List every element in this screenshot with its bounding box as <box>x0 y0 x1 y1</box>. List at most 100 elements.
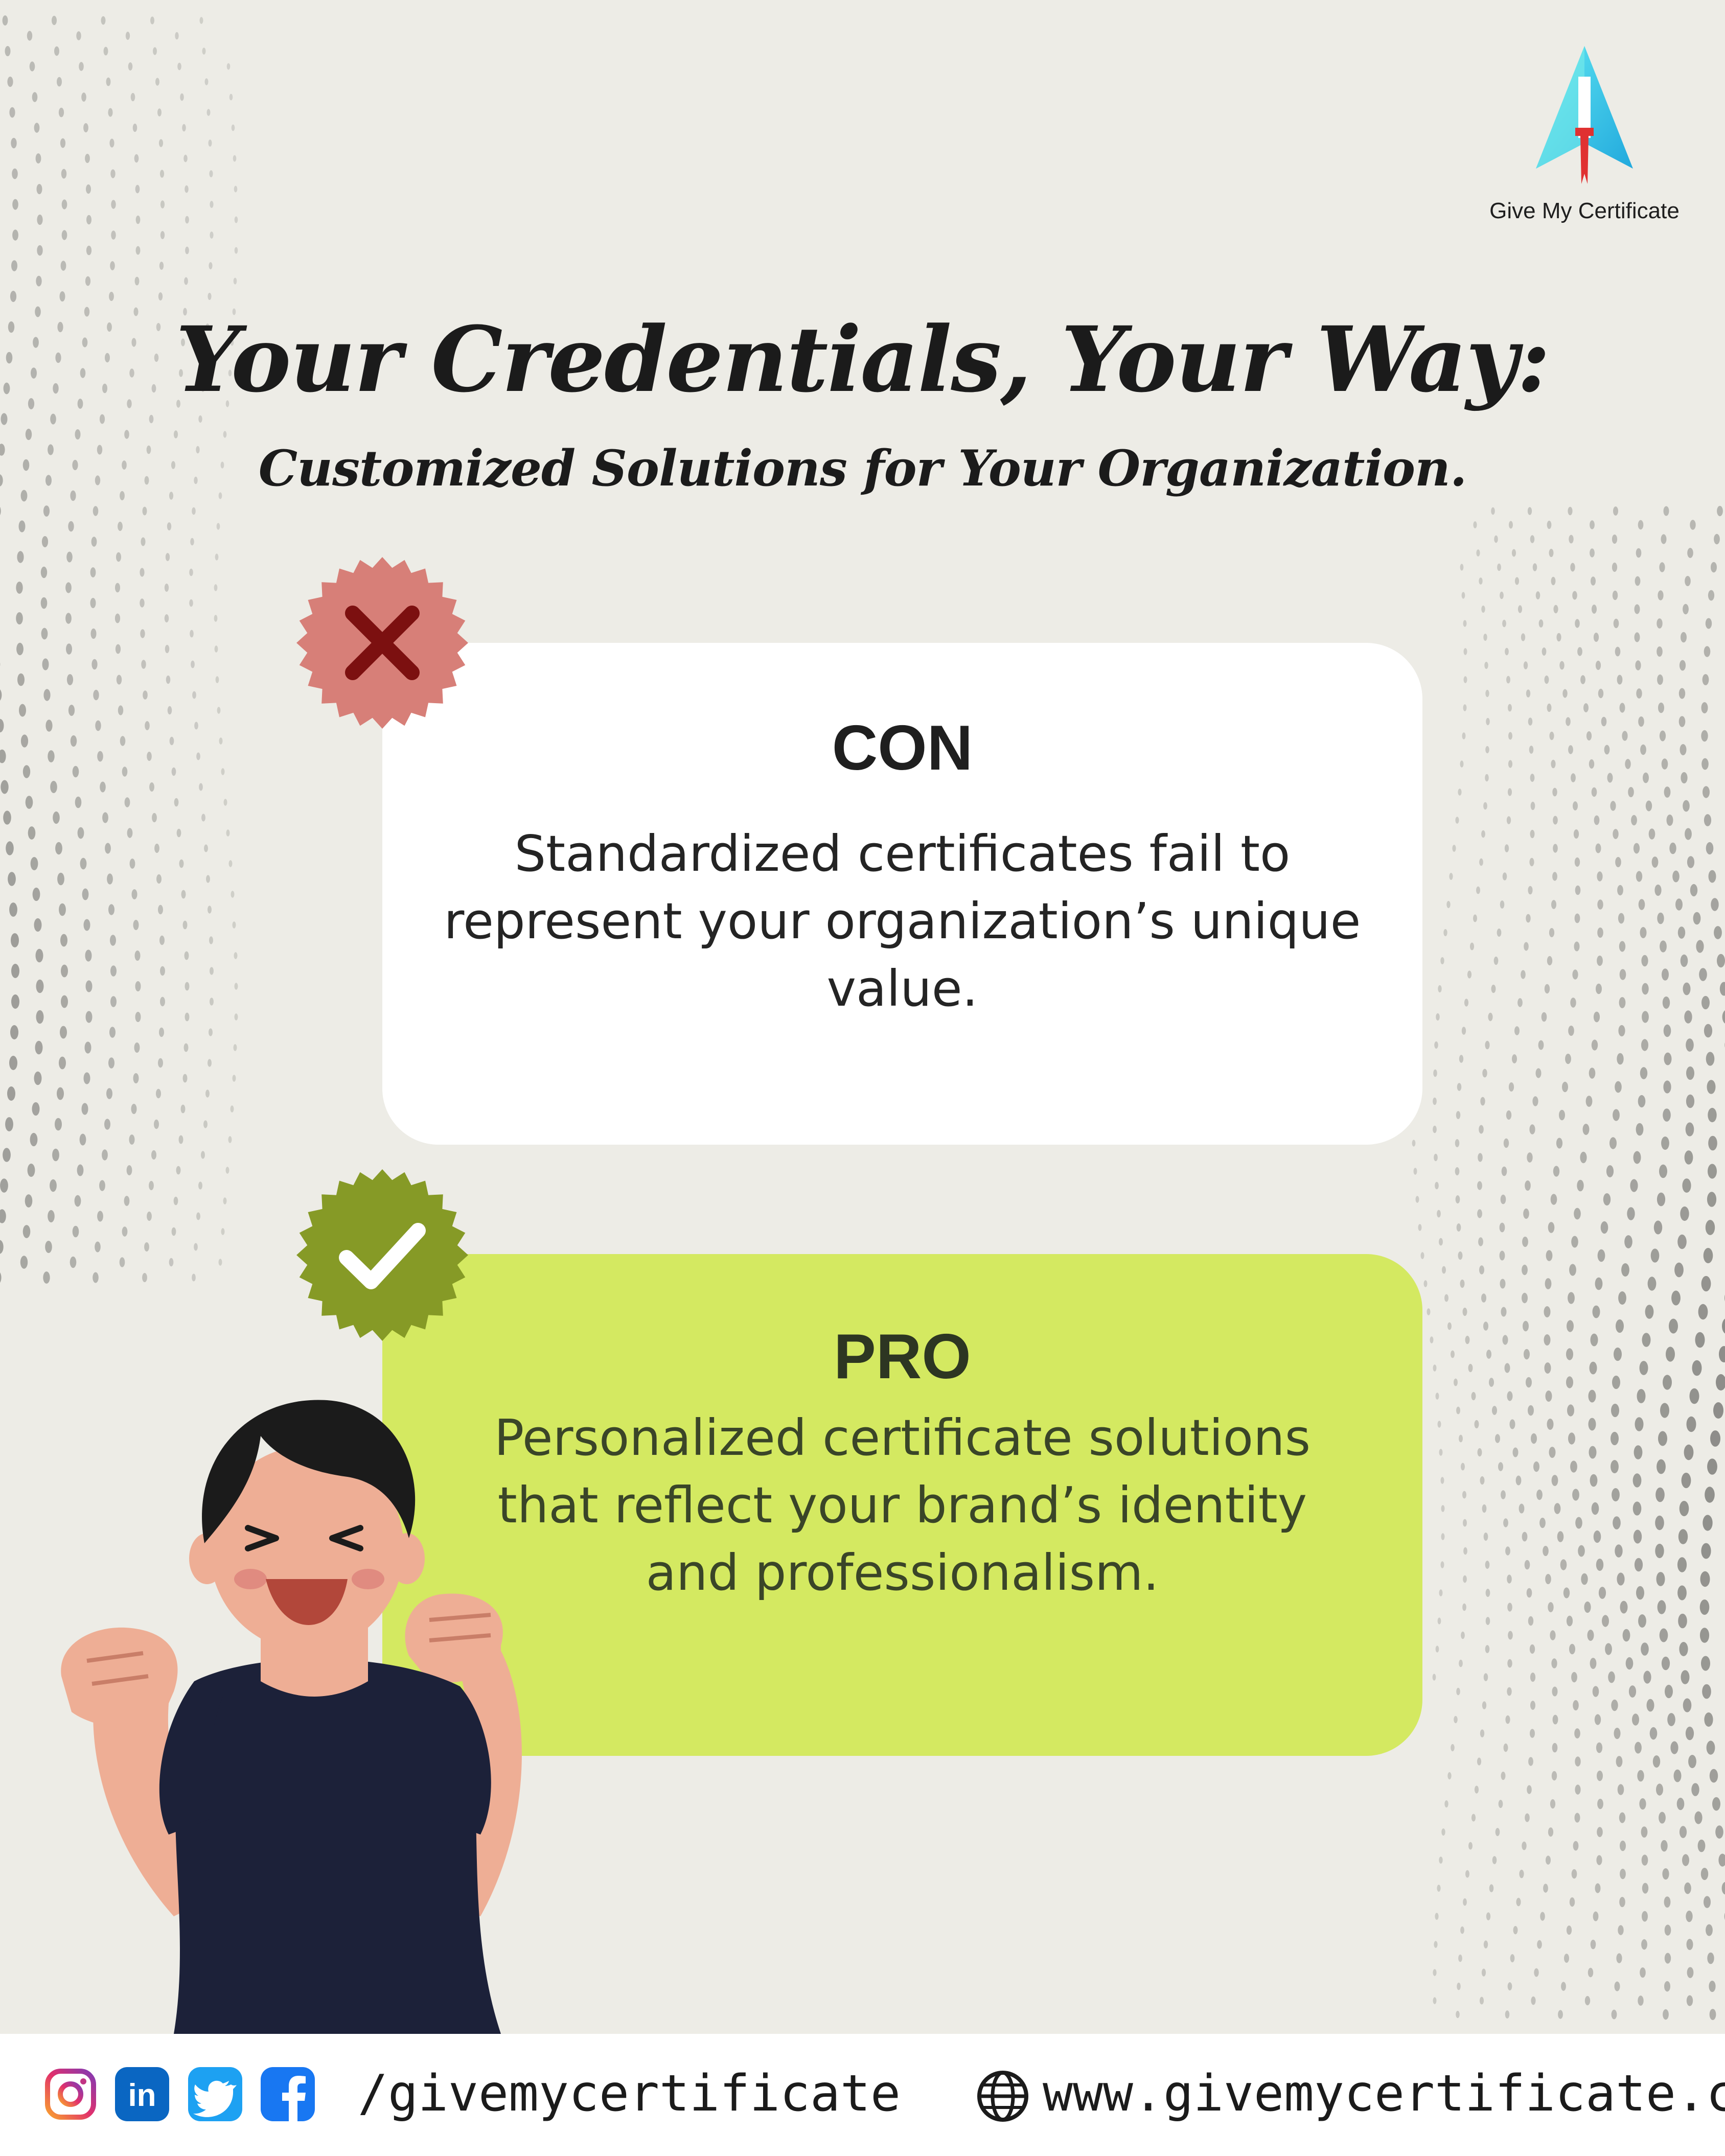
background-dot <box>1571 1672 1577 1683</box>
background-dot <box>1655 1515 1664 1531</box>
background-dot <box>1707 1080 1716 1094</box>
background-dot <box>1480 1729 1485 1737</box>
background-dot <box>180 1104 186 1114</box>
background-dot <box>116 675 122 685</box>
background-dot <box>1505 2010 1510 2019</box>
background-dot <box>1439 1857 1443 1864</box>
background-dot <box>40 597 48 609</box>
background-dot <box>1503 1138 1509 1148</box>
background-dot <box>1650 1248 1660 1263</box>
background-dot <box>5 1117 13 1131</box>
background-dot <box>1476 549 1480 557</box>
background-dot <box>1600 1221 1608 1234</box>
background-dot <box>1441 1505 1445 1512</box>
background-dot <box>1710 1430 1720 1447</box>
background-dot <box>1463 1575 1467 1583</box>
background-dot <box>54 46 59 56</box>
background-dot <box>70 1256 77 1268</box>
background-dot <box>1509 521 1513 529</box>
background-dot <box>229 94 233 101</box>
background-dot <box>81 1103 88 1115</box>
background-dot <box>1515 1475 1522 1486</box>
background-dot <box>156 874 162 884</box>
background-dot <box>169 1258 174 1267</box>
background-dot <box>1477 1757 1482 1766</box>
background-dot <box>214 615 218 622</box>
background-dot <box>1649 1727 1658 1740</box>
background-dot <box>1706 1924 1713 1936</box>
background-dot <box>1686 1094 1695 1108</box>
background-dot <box>60 261 66 271</box>
background-dot <box>1517 998 1523 1007</box>
background-dot <box>1439 1449 1443 1456</box>
background-dot <box>17 673 25 686</box>
background-dot <box>1706 1741 1715 1755</box>
background-dot <box>226 63 231 70</box>
background-dot <box>122 460 127 470</box>
background-dot <box>1455 1139 1460 1147</box>
background-dot <box>1535 591 1540 599</box>
background-dot <box>61 169 67 179</box>
background-dot <box>1621 1263 1629 1277</box>
background-dot <box>1625 1657 1634 1670</box>
background-dot <box>1479 1125 1484 1134</box>
background-dot <box>107 322 112 332</box>
background-dot <box>135 215 141 224</box>
background-dot <box>1583 703 1589 712</box>
background-dot <box>127 828 133 838</box>
background-dot <box>1705 618 1712 629</box>
background-dot <box>173 1196 178 1205</box>
background-dot <box>228 860 233 867</box>
background-dot <box>192 691 196 699</box>
background-dot <box>30 1132 38 1147</box>
background-dot <box>1622 1629 1630 1642</box>
background-dot <box>111 230 116 240</box>
background-dot <box>107 873 113 885</box>
background-dot <box>1556 633 1561 642</box>
background-dot <box>1498 1800 1503 1808</box>
background-dot <box>20 734 29 748</box>
background-dot <box>1446 901 1451 908</box>
background-dot <box>1538 619 1544 628</box>
background-dot <box>102 383 107 393</box>
background-dot <box>1413 1168 1417 1175</box>
background-dot <box>1625 759 1631 769</box>
background-dot <box>53 811 60 824</box>
background-dot <box>1530 829 1535 839</box>
background-dot <box>97 1211 103 1222</box>
background-dot <box>1433 1125 1437 1133</box>
background-dot <box>1522 1292 1528 1304</box>
background-dot <box>57 77 62 87</box>
background-dot <box>185 982 190 991</box>
background-dot <box>1434 1041 1438 1049</box>
twitter-icon[interactable] <box>188 2067 242 2121</box>
background-dot <box>1473 521 1477 528</box>
background-dot <box>80 368 86 378</box>
facebook-icon[interactable] <box>261 2067 315 2121</box>
background-dot <box>1575 1756 1581 1767</box>
background-dot <box>1591 1502 1599 1515</box>
background-dot <box>1657 912 1664 924</box>
website-link[interactable]: www.givemycertificate.com <box>1043 2065 1725 2123</box>
social-handle[interactable]: /givemycertificate <box>358 2065 901 2123</box>
background-dot <box>1608 1671 1615 1683</box>
background-dot <box>35 153 41 164</box>
background-dot <box>1659 1812 1666 1824</box>
background-dot <box>1636 1586 1644 1600</box>
background-dot <box>1657 646 1663 657</box>
background-dot <box>1620 1840 1626 1851</box>
background-dot <box>25 1194 33 1208</box>
background-dot <box>125 32 130 40</box>
background-dot <box>1 780 9 794</box>
brand-logo[interactable]: Give My Certificate <box>1472 46 1697 224</box>
background-dot <box>1485 1645 1490 1653</box>
background-dot <box>1479 577 1483 585</box>
background-dot <box>0 749 6 763</box>
background-dot <box>1512 1447 1519 1457</box>
linkedin-icon[interactable]: in <box>115 2067 169 2121</box>
background-dot <box>1613 506 1618 516</box>
background-dot <box>194 476 198 484</box>
background-dot <box>1481 606 1485 613</box>
background-dot <box>1683 982 1691 995</box>
instagram-icon[interactable] <box>43 2067 98 2121</box>
